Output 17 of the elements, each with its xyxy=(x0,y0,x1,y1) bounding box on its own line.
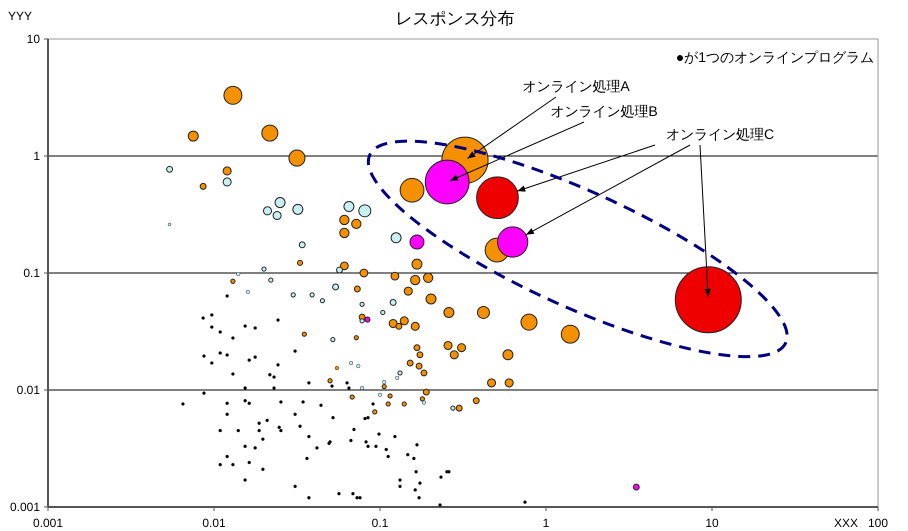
annotation: オンライン処理B xyxy=(550,103,658,119)
x-axis-title: XXX xyxy=(834,516,858,530)
x-tick-label: 1 xyxy=(542,516,550,530)
x-tick-label: 10 xyxy=(705,516,719,530)
y-tick-label: 0.1 xyxy=(23,266,40,280)
y-axis-title: YYY xyxy=(8,9,32,23)
x-tick-label: 0.01 xyxy=(202,516,226,530)
annotation: オンライン処理A xyxy=(522,78,630,94)
chart-title: レスポンス分布 xyxy=(396,9,514,28)
y-tick-label: 0.001 xyxy=(10,500,40,514)
x-tick-label: 0.1 xyxy=(372,516,389,530)
annotation: ●が1つのオンラインプログラム xyxy=(676,49,874,65)
annotation: オンライン処理C xyxy=(666,126,774,142)
y-tick-label: 1 xyxy=(33,149,40,163)
y-tick-label: 0.01 xyxy=(16,383,40,397)
x-tick-label: 100 xyxy=(868,516,888,530)
y-tick-label: 10 xyxy=(26,32,40,46)
